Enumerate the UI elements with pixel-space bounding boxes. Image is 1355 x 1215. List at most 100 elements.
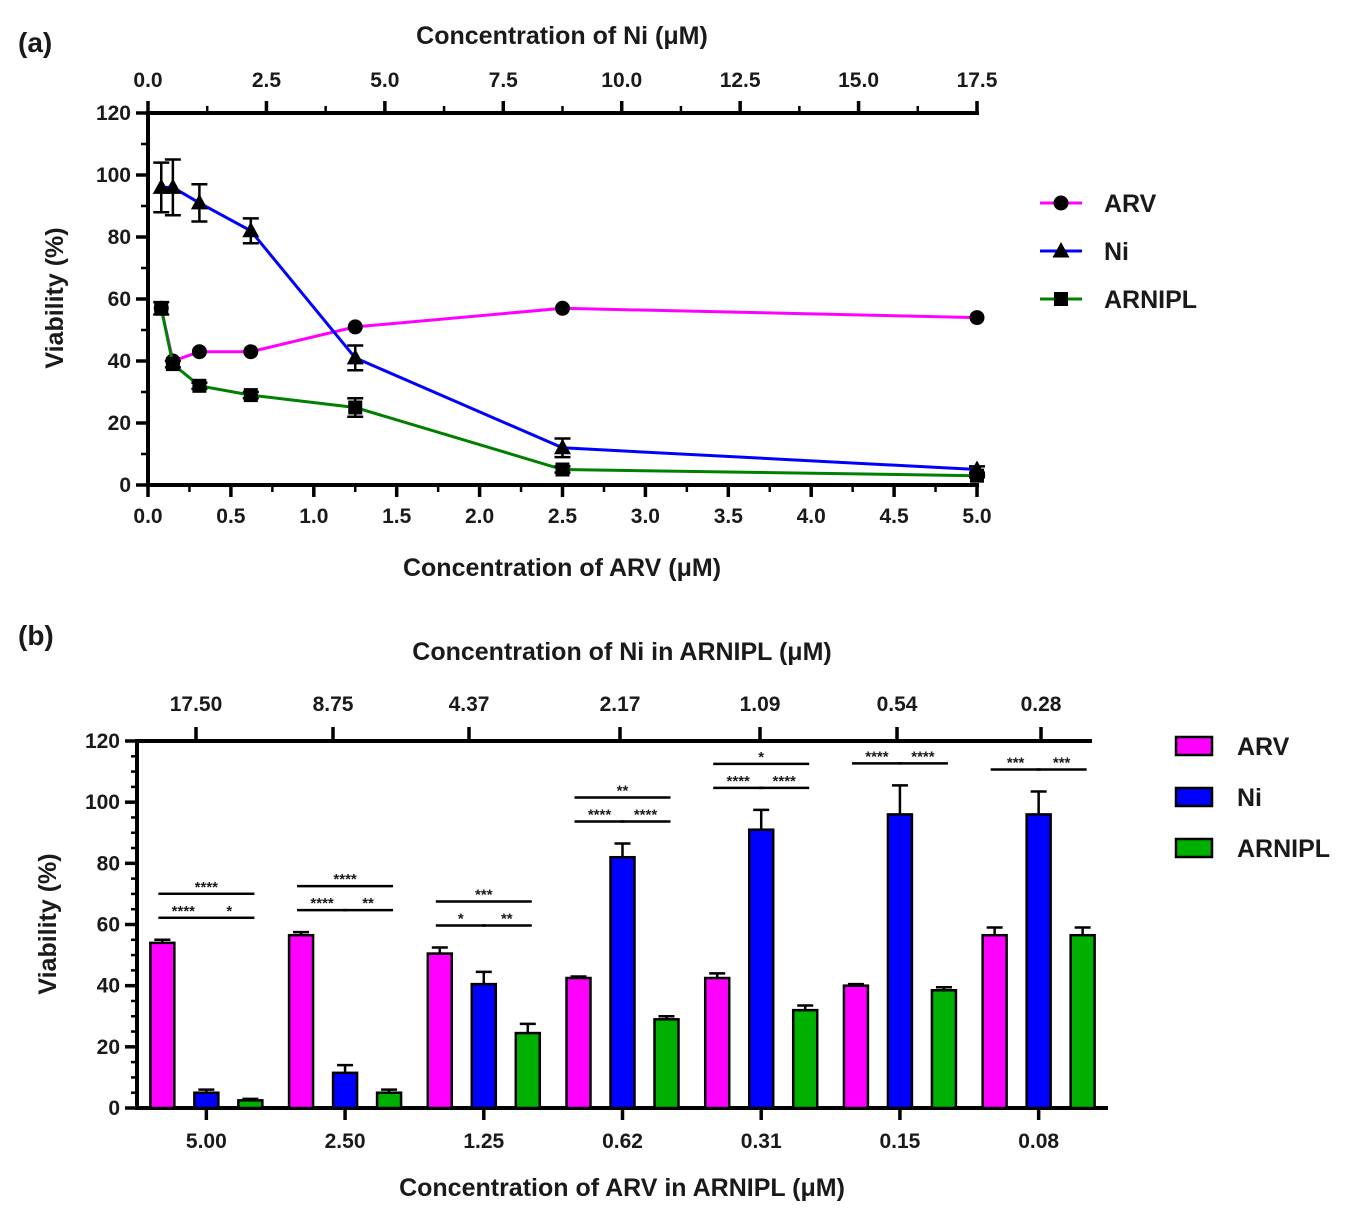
significance-label: **** (634, 806, 658, 823)
panel-b-y-tick-label: 80 (97, 852, 120, 875)
bar-ni (1025, 813, 1052, 1110)
series-line-arv (159, 306, 978, 363)
panel-a-top-tick-label: 7.5 (489, 69, 519, 92)
legend-marker-arnipl (1054, 292, 1068, 306)
significance-label: **** (172, 903, 196, 920)
panel-b-x-tick-label: 2.50 (325, 1130, 366, 1153)
significance-label: **** (588, 806, 612, 823)
significance-label: **** (727, 773, 751, 790)
panel-a-top-tick-label: 0.0 (133, 69, 162, 92)
data-point-arnipl (970, 468, 984, 483)
legend-swatch-arnipl (1174, 837, 1214, 859)
data-point-arv (243, 344, 259, 360)
panel-a-x-tick-label: 3.0 (631, 505, 660, 528)
data-point-arv (347, 319, 363, 335)
panel-b-label: (b) (18, 620, 54, 651)
error-bar-ni (1030, 790, 1047, 815)
error-bar-arv (570, 975, 587, 979)
panel-b-top-tick-label: 0.28 (1021, 693, 1062, 716)
error-bar-ni (337, 1063, 354, 1073)
significance-label: *** (475, 886, 493, 903)
data-point-arnipl (154, 301, 169, 316)
panel-a-y-tick-label: 100 (96, 164, 131, 187)
significance-label: **** (773, 773, 797, 790)
panel-a-x-tick-label: 3.5 (714, 505, 744, 528)
legend-label-arnipl: ARNIPL (1104, 286, 1197, 314)
panel-a-x-tick-label: 2.5 (548, 505, 578, 528)
panel-b-y-tick-label: 60 (97, 914, 120, 937)
panel-a-y-tick-label: 80 (108, 226, 131, 249)
bar-arnipl (1069, 933, 1096, 1110)
panel-a-top-tick-label: 2.5 (252, 69, 282, 92)
error-bar-arv (847, 982, 864, 986)
legend-swatch-ni (1174, 786, 1214, 808)
legend-label-arnipl: ARNIPL (1237, 835, 1330, 863)
data-point-ni (242, 221, 260, 238)
panel-b-legend: ARV Ni ARNIPL (1174, 733, 1330, 863)
bar-ni (470, 982, 498, 1110)
legend-swatch-arv (1174, 735, 1214, 757)
bar-arnipl (237, 1099, 264, 1110)
bar-arv (287, 933, 315, 1110)
panel-a-top-tick-label: 10.0 (601, 69, 642, 92)
error-bar-arv (986, 926, 1003, 936)
panel-a-y-tick-label: 40 (108, 350, 131, 373)
error-bar-arnipl (797, 1004, 814, 1011)
error-bar-arnipl (1074, 926, 1091, 936)
bar-ni (747, 828, 775, 1110)
significance-label: * (226, 903, 232, 920)
panel-b-x-tick-label: 1.25 (463, 1130, 504, 1153)
panel-a-top-axis-title: Concentration of Ni (μM) (416, 22, 708, 50)
panel-a-x-tick-label: 4.5 (879, 505, 909, 528)
panel-a-x-tick-label: 0.0 (133, 505, 162, 528)
error-bar-ni (891, 784, 908, 815)
significance-label: **** (865, 748, 889, 765)
bar-ni (886, 813, 914, 1110)
panel-b-y-tick-label: 100 (85, 791, 120, 814)
significance-label: ** (501, 910, 513, 927)
panel-b-top-tick-label: 17.50 (170, 693, 223, 716)
data-point-arnipl (165, 357, 180, 372)
panel-b-top-tick-label: 1.09 (740, 693, 781, 716)
bar-arnipl (930, 989, 958, 1110)
significance-label: **** (333, 871, 357, 888)
data-point-arv (191, 344, 207, 360)
panel-a-x-axis-title: Concentration of ARV (μM) (403, 554, 721, 582)
significance-label: **** (195, 879, 219, 896)
error-bar-arv (154, 938, 171, 943)
panel-a-y-tick-label: 0 (119, 474, 131, 497)
panel-a-y-tick-label: 20 (108, 412, 131, 435)
error-bar-arnipl (935, 985, 952, 991)
panel-a-x-tick-label: 0.5 (216, 505, 246, 528)
panel-b-y-tick-label: 40 (97, 975, 120, 998)
panel-a-y-tick-label: 120 (96, 102, 131, 125)
bar-arv (842, 984, 870, 1110)
data-point-ni (554, 438, 571, 455)
panel-b-top-axis-title: Concentration of Ni in ARNIPL (μM) (412, 638, 831, 666)
legend-marker-ni (1052, 242, 1070, 258)
bar-arnipl (653, 1018, 680, 1110)
panel-a-x-tick-label: 2.0 (465, 505, 494, 528)
significance-label: **** (310, 895, 334, 912)
significance-label: ** (617, 782, 629, 799)
panel-a-series (152, 158, 986, 483)
data-point-ni (164, 178, 182, 194)
data-point-arnipl (192, 378, 207, 393)
panel-b-top-tick-label: 8.75 (313, 693, 354, 716)
panel-b-x-tick-label: 0.08 (1018, 1130, 1059, 1153)
error-bar-arv (709, 972, 726, 979)
panel-a-y-tick-label: 60 (108, 288, 131, 311)
bar-arnipl (791, 1008, 819, 1110)
panel-b-top-tick-label: 2.17 (600, 693, 641, 716)
significance-label: * (758, 749, 764, 766)
significance-label: *** (1053, 754, 1071, 771)
panel-a-y-axis-title: Viability (%) (41, 227, 69, 368)
error-bar-arnipl (658, 1015, 675, 1020)
legend-label-arv: ARV (1237, 733, 1290, 761)
panel-b-x-tick-label: 5.00 (186, 1130, 227, 1153)
panel-b: (b) Concentration of Ni in ARNIPL (μM) C… (18, 620, 1330, 1202)
panel-a-x-tick-label: 1.0 (299, 505, 328, 528)
error-bar-arv (293, 930, 310, 936)
